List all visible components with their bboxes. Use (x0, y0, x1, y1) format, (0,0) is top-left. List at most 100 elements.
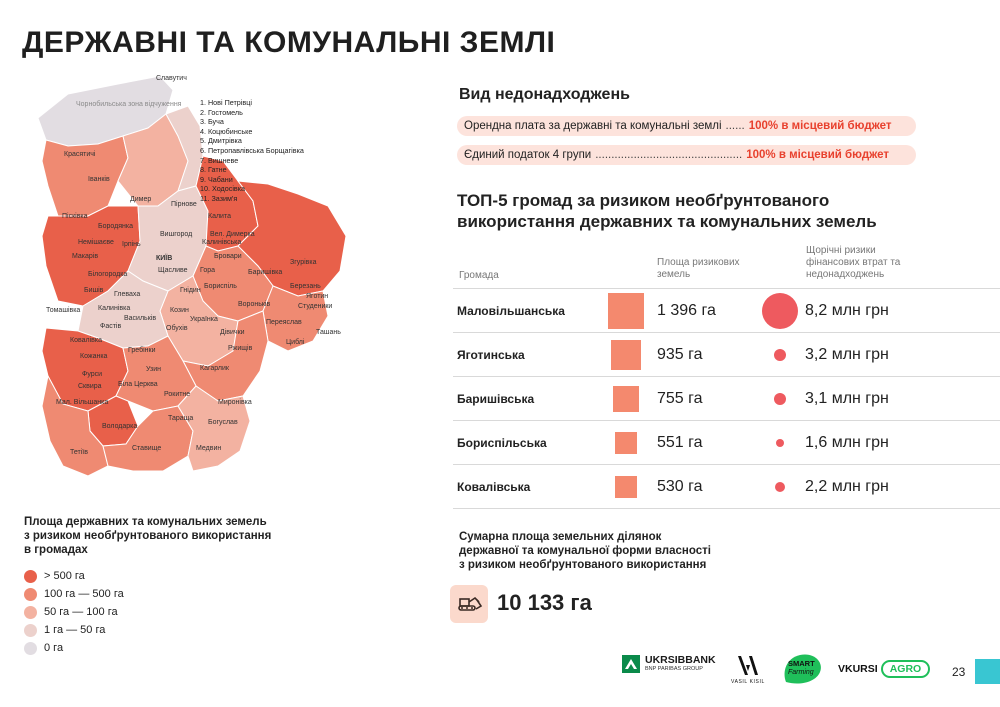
column-header-risk: Щорічні ризики фінансових втрат та недон… (806, 245, 936, 281)
column-header-area: Площа ризикових земель (657, 257, 767, 281)
page-title: ДЕРЖАВНІ ТА КОМУНАЛЬНІ ЗЕМЛІ (22, 26, 556, 59)
legend-title-line: в громадах (24, 544, 88, 556)
header-line: недонадходжень (806, 269, 885, 280)
map-label-dymer: Димер (130, 196, 151, 203)
type-value: 100% в місцевий бюджет (746, 149, 890, 161)
map-region-bohuslav (177, 385, 251, 472)
legend-item-gt-500: > 500 га (24, 567, 324, 585)
vkursi-agro-logo: VKURSI AGRO (838, 660, 931, 678)
risk-circle-mark (774, 481, 786, 493)
map-label-rokytne: Рокитне (164, 391, 190, 398)
map-label-bishiv: Бишів (84, 286, 104, 294)
agro-badge: AGRO (880, 660, 931, 678)
map-label-hora: Гора (200, 267, 215, 274)
map-label-kalynivka-n: Калинівська (202, 238, 241, 246)
row-separator (453, 508, 1000, 509)
type-dots: ...... (725, 120, 745, 132)
type-label: Єдиний податок 4 групи (464, 149, 592, 161)
type-row-single-tax: Єдиний податок 4 групи .................… (457, 145, 916, 165)
header-line: фінансових втрат та (806, 257, 901, 268)
smart-farming-logo: SMART Farming (780, 652, 826, 686)
map-label-medvyn: Медвин (196, 445, 221, 452)
table-row: Бориспільська 551 га 1,6 млн грн (453, 421, 1000, 465)
kyiv-oblast-map: Чорнобильська зона відчуження Славутич К… (28, 66, 378, 496)
risk-value: 1,6 млн грн (805, 434, 889, 451)
legend-swatch (24, 605, 37, 619)
header-line: Щорічні ризики (806, 245, 876, 256)
map-label-bohuslav: Богуслав (208, 419, 238, 426)
map-label-divychky: Дівички (220, 328, 245, 336)
area-value: 1 396 га (657, 302, 716, 319)
hromada-name: Яготинська (457, 348, 525, 362)
map-label-kozhanka: Кожанка (80, 353, 108, 360)
map-label-brovary: Бровари (214, 253, 242, 260)
area-value: 530 га (657, 478, 703, 495)
map-label-vel-dymerka: Вел. Димерка (210, 231, 255, 238)
legend-item-50-100: 50 га — 100 га (24, 603, 324, 621)
legend-swatch (24, 623, 37, 637)
map-label-myronivka: Миронівка (218, 398, 252, 406)
table-row: Ковалівська 530 га 2,2 млн грн (453, 465, 1000, 509)
map-list-item: 9. Чабани (200, 174, 233, 184)
legend-label: 0 га (44, 642, 64, 654)
ukrsibbank-name: UKRSIBBANK (645, 654, 716, 666)
map-label-voronkiv: Вороньків (238, 300, 270, 308)
map-label-kyiv: КИЇВ (156, 254, 172, 262)
map-label-nemishaieve: Немішаєве (78, 238, 114, 246)
summary-value: 10 133 га (497, 590, 592, 615)
map-label-pereiaslav: Переяслав (266, 319, 302, 326)
map-label-ivankiv: Іванків (88, 175, 110, 183)
map-label-vyshhorod: Вишгород (160, 231, 192, 238)
map-label-kovalivka: Ковалівка (70, 336, 102, 344)
header-line: земель (657, 269, 691, 280)
map-label-rzhyshchiv: Ржищів (228, 344, 253, 352)
vasil-kisil-name: VASIL KISIL (731, 679, 765, 685)
row-separator (453, 332, 1000, 333)
map-zone-label: Чорнобильська зона відчуження (76, 100, 182, 108)
legend-label: 1 га — 50 га (44, 624, 106, 636)
top5-title-line: ТОП-5 громад за ризиком необґрунтованого (457, 191, 830, 210)
map-label-pirnove: Пірнове (171, 200, 197, 208)
map-label-tsybli: Циблі (286, 338, 305, 346)
smart-farming-line2: Farming (788, 669, 814, 676)
legend-title-line: Площа державних та комунальних земель (24, 516, 267, 528)
map-list-item: 1. Нові Петрівці (200, 98, 252, 107)
ukrsibbank-sub: BNP PARIBAS GROUP (645, 666, 703, 672)
map-label-kozyn: Козин (170, 307, 189, 314)
map-label-obukhiv: Обухів (166, 324, 188, 332)
map-label-zghurivka: Згурівка (290, 258, 317, 266)
header-line: Площа ризикових (657, 257, 740, 268)
map-svg: Чорнобильська зона відчуження Славутич К… (37, 75, 347, 477)
smart-farming-mark-icon (784, 654, 821, 684)
column-header-hromada: Громада (459, 270, 499, 281)
type-row-rent: Орендна плата за державні та комунальні … (457, 116, 916, 136)
bulldozer-icon-svg (458, 596, 483, 611)
map-label-tashan: Ташань (316, 329, 341, 336)
map-label-boryspil: Бориспіль (204, 282, 237, 290)
risk-circle-mark (762, 293, 798, 329)
area-square-mark (612, 385, 640, 413)
top5-title: ТОП-5 громад за ризиком необґрунтованого… (457, 190, 927, 232)
types-title: Вид недонадходжень (459, 86, 630, 103)
map-list-item: 7. Вишневе (200, 155, 239, 165)
table-row: Маловільшанська 1 396 га 8,2 млн грн (453, 289, 1000, 333)
map-label-kaharlyk: Кагарлик (200, 365, 230, 372)
map-label-berezan: Березань (290, 283, 321, 290)
top5-title-line: використання державних та комунальних зе… (457, 212, 877, 231)
legend-swatch (24, 587, 37, 601)
map-label-hnidyn: Гнідин (180, 286, 201, 294)
map-label-krasiatychi: Красятичі (64, 150, 96, 158)
map-legend: Площа державних та комунальних земель з … (24, 515, 324, 657)
map-label-hlevakha: Глеваха (114, 291, 140, 298)
ukrsibbank-mark-icon (622, 655, 640, 673)
map-label-mal-vilshanka: Мал. Вільшанка (56, 398, 108, 406)
map-list-item: 3. Буча (200, 117, 224, 127)
risk-value: 8,2 млн грн (805, 302, 889, 319)
map-list-item: 11. Зазим'я (200, 193, 238, 203)
area-square-mark (614, 431, 638, 455)
map-label-volodarka: Володарка (102, 423, 137, 430)
smart-farming-line1: SMART (788, 659, 815, 668)
bulldozer-icon (450, 585, 488, 623)
area-square-mark (611, 340, 641, 370)
risk-value: 3,1 млн грн (805, 390, 889, 407)
